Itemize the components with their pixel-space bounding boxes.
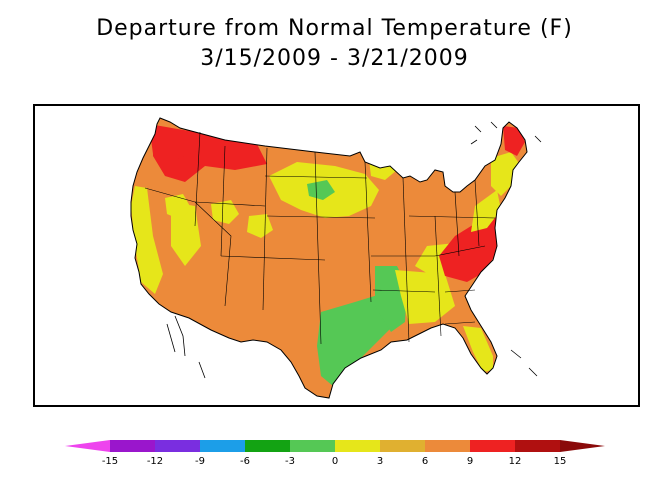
scale-segment <box>200 440 245 452</box>
map-frame <box>33 104 640 407</box>
mid-atlantic-yellow-zone <box>471 190 501 232</box>
us-temperature-map <box>130 117 542 399</box>
wyoming-red-pocket <box>211 200 239 224</box>
scale-tick-label: -9 <box>195 456 205 467</box>
new-england-yellow-zone <box>491 152 521 196</box>
colorado-red-pocket <box>247 214 273 238</box>
maine-green-zone <box>503 126 525 156</box>
scale-tick-label: -6 <box>240 456 250 467</box>
scale-arrow-high <box>560 440 605 452</box>
scale-segment <box>470 440 515 452</box>
scale-arrow-low <box>65 440 110 452</box>
idaho-red-pocket <box>165 194 191 220</box>
pacific-northwest-zone <box>149 124 199 160</box>
scale-tick-label: 12 <box>508 456 522 467</box>
color-scale-bar <box>65 440 605 452</box>
scale-segment <box>290 440 335 452</box>
map-title: Departure from Normal Temperature (F) <box>96 16 573 41</box>
scale-segment <box>380 440 425 452</box>
map-date-range: 3/15/2009 - 3/21/2009 <box>200 46 469 71</box>
coastal-islands <box>166 121 542 379</box>
scale-tick-label: 15 <box>553 456 567 467</box>
scale-segment <box>155 440 200 452</box>
state-boundaries <box>144 131 496 345</box>
florida-yellow-zone <box>463 326 493 372</box>
texas-green-zone <box>317 294 397 386</box>
scale-tick-label: 9 <box>466 456 474 467</box>
scale-segment <box>245 440 290 452</box>
dakotas-darkred-pocket <box>307 180 335 200</box>
scale-segment <box>110 440 155 452</box>
scale-segment <box>515 440 560 452</box>
scale-segment <box>335 440 380 452</box>
scale-tick-label: -3 <box>285 456 295 467</box>
scale-tick-label: -12 <box>146 456 164 467</box>
scale-tick-label: 0 <box>331 456 339 467</box>
scale-tick-label: 3 <box>376 456 384 467</box>
scale-tick-label: -15 <box>101 456 119 467</box>
scale-tick-label: 6 <box>421 456 429 467</box>
california-coast-zone <box>131 186 163 294</box>
scale-segment <box>425 440 470 452</box>
